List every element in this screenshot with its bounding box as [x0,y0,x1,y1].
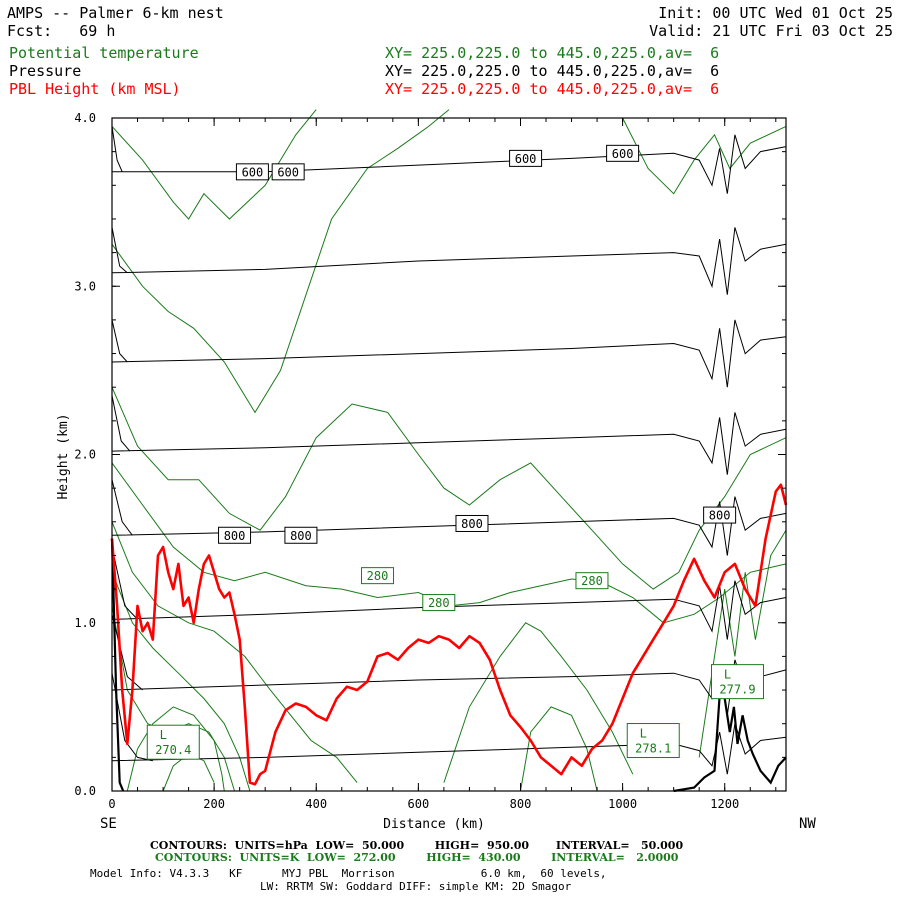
isentrope [698,529,787,758]
isobar-edge [111,546,138,620]
y-axis-label: Height (km) [56,413,71,499]
pressure-contours [111,126,787,775]
pressure-label: 600 [242,165,264,179]
series-pbl-height [110,483,788,786]
x-tick-label: 200 [203,797,225,811]
terrain-right [673,681,787,793]
isentrope [111,109,317,220]
pressure-label: 600 [277,165,299,179]
isentrope [111,462,787,624]
isobar-edge [111,319,128,363]
pressure-label-box [455,514,489,532]
isentrope [622,117,787,195]
pressure-label: 600 [612,147,634,161]
field-pressure-xy: XY= 225.0,225.0 to 445.0,225.0,av= 6 [385,62,720,80]
pressure-label-box [703,506,737,524]
pressure-label-box [218,526,252,544]
isobar-edge [111,673,153,762]
pbl-height-line [110,483,788,786]
extrema-box [710,664,764,700]
x-end-label-se: SE [100,816,117,832]
y-tick-label: 0.0 [74,784,96,798]
pressure-label: 800 [224,529,246,543]
footer-pressure-contours: CONTOURS: UNITS=hPa LOW= 50.000 HIGH= 95… [150,839,684,852]
extrema-letter: L [640,727,647,741]
extrema-box [626,723,680,759]
theta-label-box [361,567,395,585]
theta-contours [111,109,787,792]
pressure-label-box [235,163,269,181]
pressure-label-box [284,526,318,544]
isobar-edge [111,614,143,691]
footer-theta-contours: CONTOURS: UNITS=K LOW= 272.00 HIGH= 430.… [155,851,679,864]
field-pbl-name: PBL Height (km MSL) [9,80,181,98]
pressure-label: 800 [290,529,312,543]
x-tick-label: 800 [510,797,532,811]
isentrope [126,706,225,792]
isobar [111,412,787,475]
extrema-value: 278.1 [635,742,671,756]
field-theta-xy: XY= 225.0,225.0 to 445.0,225.0,av= 6 [385,44,720,62]
x-tick-label: 600 [408,797,430,811]
isentrope [111,387,787,590]
isobar [111,659,787,716]
pressure-label: 600 [515,152,537,166]
x-tick-label: 1000 [608,797,637,811]
theta-label: 280 [367,569,389,583]
isobar [111,319,787,388]
pressure-label: 800 [461,517,483,531]
footer-model-info: Model Info: V4.3.3 KF MYJ PBL Morrison 6… [90,867,607,880]
init-time: Init: 00 UTC Wed 01 Oct 25 [658,4,893,22]
pressure-label-box [271,163,305,181]
x-axis-label: Distance (km) [383,817,485,832]
pressure-label-box [606,144,640,162]
extrema-value: 277.9 [719,683,755,697]
theta-label: 280 [581,574,603,588]
field-pbl-xy: XY= 225.0,225.0 to 445.0,225.0,av= 6 [385,80,720,98]
forecast-hour: Fcst: 69 h [7,22,116,40]
isobar-edge [111,479,133,536]
isobar [111,580,787,640]
terrain-left [110,538,125,792]
pressure-label: 800 [709,509,731,523]
terrain [110,538,787,793]
theta-label-box [575,572,609,590]
field-theta-name: Potential temperature [9,44,199,62]
x-tick-label: 1200 [710,797,739,811]
plot-frame [111,117,787,792]
isobar [111,723,787,775]
pressure-label-box [509,149,543,167]
isobar-edge [111,126,123,172]
x-end-label-nw: NW [799,816,816,832]
isobar-edge [111,395,131,452]
isobar-edge [111,227,128,274]
theta-label: 280 [428,596,450,610]
isentrope [111,521,358,783]
field-pressure-name: Pressure [9,62,82,80]
y-tick-label: 1.0 [74,616,96,630]
isentrope [111,109,450,414]
y-tick-label: 2.0 [74,448,96,462]
x-tick-label: 0 [108,797,115,811]
isobar [111,496,787,556]
valid-time: Valid: 21 UTC Fri 03 Oct 25 [649,22,893,40]
axes: 0 200 400 600 800 1000 1200 0.0 1.0 2.0 3.0 4.0 Dist… [56,111,816,832]
isobar [111,227,787,295]
x-tick-label: 400 [305,797,327,811]
theta-label-box [422,594,456,612]
y-tick-label: 4.0 [74,111,96,125]
isentrope [443,622,634,783]
isobar [112,134,787,194]
chart-title: AMPS -- Palmer 6-km nest [7,4,224,22]
extrema-letter: L [724,668,731,682]
y-tick-label: 3.0 [74,279,96,293]
extrema-box [146,724,200,760]
extrema-letter: L [160,728,167,742]
footer-physics: LW: RRTM SW: Goddard DIFF: simple KM: 2D… [260,880,572,893]
extrema-value: 270.4 [155,743,191,757]
